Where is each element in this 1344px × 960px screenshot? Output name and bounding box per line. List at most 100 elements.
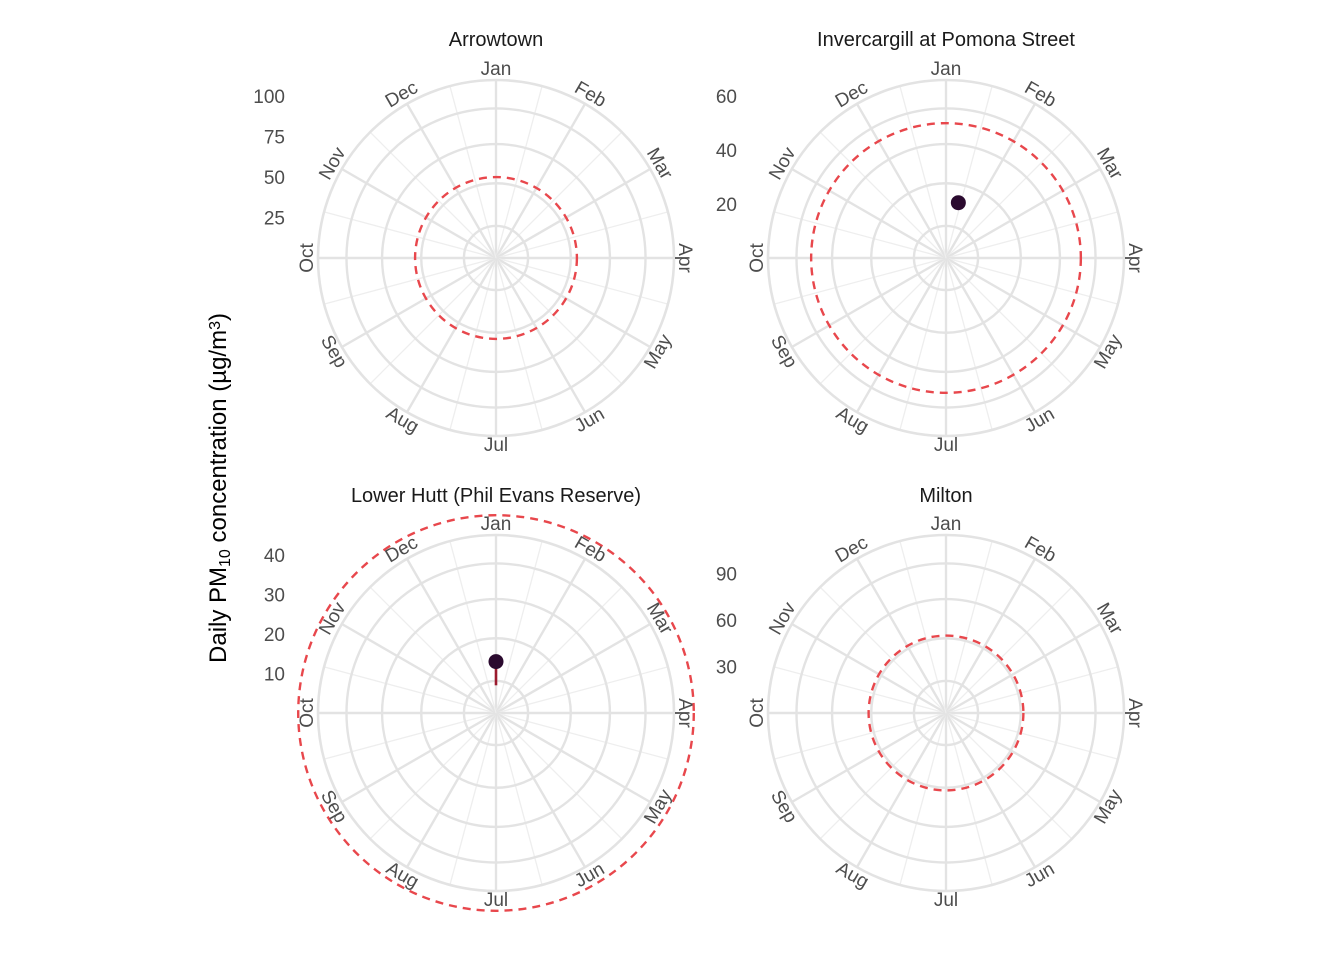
panel-title: Arrowtown <box>449 29 543 51</box>
month-label: Sep <box>316 332 351 372</box>
minor-spoke <box>899 712 947 886</box>
outer-circle <box>766 533 1126 893</box>
month-label: May <box>640 331 676 373</box>
panel-4: Milton306090JanFebMarAprMayJunJulAugSepO… <box>716 485 1145 911</box>
minor-spoke <box>449 540 497 714</box>
month-spoke <box>405 558 498 714</box>
r-tick-label: 40 <box>264 546 285 567</box>
minor-spoke <box>323 712 497 760</box>
month-spoke <box>945 167 1101 260</box>
minor-spoke <box>945 257 993 431</box>
minor-spoke <box>495 257 543 431</box>
month-label: Oct <box>747 243 768 273</box>
grid-circle <box>795 562 1097 864</box>
r-tick-label: 20 <box>264 625 285 646</box>
minor-spoke <box>945 257 1119 305</box>
minor-spoke <box>773 712 947 760</box>
minor-spoke <box>449 712 497 886</box>
r-tick-label: 40 <box>716 141 737 162</box>
minor-spoke <box>495 257 669 305</box>
month-spoke <box>855 558 948 714</box>
grid-circle <box>830 597 1062 829</box>
month-label: May <box>1090 331 1126 373</box>
month-spoke <box>494 103 587 259</box>
guideline-circle <box>809 121 1083 395</box>
month-label: Oct <box>297 243 318 273</box>
y-axis-title-superscript: 3 <box>207 321 224 330</box>
month-spoke <box>494 558 587 714</box>
y-axis-title-subscript: 10 <box>217 549 234 567</box>
outer-circle <box>766 78 1126 438</box>
minor-spoke <box>323 257 497 305</box>
month-spoke <box>341 711 497 804</box>
panel-3: Lower Hutt (Phil Evans Reserve) 10 20 30 40 J… <box>264 485 695 912</box>
panel-1: Arrowtown255075100JanFebMarAprMayJunJulA… <box>253 29 695 456</box>
grid-circle <box>380 597 612 829</box>
r-tick-label: 60 <box>716 87 737 108</box>
month-label: Feb <box>1021 532 1060 567</box>
month-spoke <box>855 103 948 259</box>
minor-spoke <box>945 85 993 259</box>
month-label: Jul <box>934 435 958 456</box>
month-spoke <box>341 167 497 260</box>
grid-circle <box>345 562 647 864</box>
month-spoke <box>341 622 497 715</box>
grid-circle <box>795 107 1097 409</box>
month-spoke <box>855 257 948 413</box>
minor-spoke <box>945 712 1119 760</box>
month-label: Jun <box>571 859 608 893</box>
month-label: Oct <box>297 698 318 728</box>
guideline-circle <box>297 514 695 912</box>
grid-circle <box>420 182 572 334</box>
panel-title: Lower Hutt (Phil Evans Reserve) <box>351 485 641 507</box>
grid-circle <box>462 224 530 292</box>
guideline-circle <box>867 634 1025 792</box>
minor-spoke <box>945 540 993 714</box>
grid-circle <box>870 637 1022 789</box>
minor-spoke <box>449 257 497 431</box>
month-label: Apr <box>1124 698 1145 728</box>
month-spoke <box>945 711 1101 804</box>
panel-title: Milton <box>919 485 972 507</box>
month-label: Apr <box>674 698 695 728</box>
minor-spoke <box>449 85 497 259</box>
month-label: Feb <box>1021 77 1060 112</box>
month-spoke <box>791 256 947 349</box>
minor-spoke <box>945 666 1119 714</box>
month-spoke <box>944 103 1037 259</box>
r-tick-label: 90 <box>716 565 737 586</box>
month-label: Feb <box>571 77 610 112</box>
month-label: May <box>640 786 676 828</box>
minor-spoke <box>945 712 993 886</box>
y-axis-title-prefix: Daily PM <box>205 567 232 663</box>
minor-spoke <box>323 211 497 259</box>
month-label: Jul <box>934 890 958 911</box>
month-label: Jun <box>1021 859 1058 893</box>
month-spoke <box>791 622 947 715</box>
minor-spoke <box>495 85 543 259</box>
minor-spoke <box>899 257 947 431</box>
panel-2: Invercargill at Pomona Street 20 40 60 Jan Fe… <box>716 29 1145 456</box>
data-point <box>488 654 504 670</box>
month-spoke <box>494 257 587 413</box>
month-label: May <box>1090 786 1126 828</box>
month-spoke <box>495 622 651 715</box>
minor-spoke <box>495 666 669 714</box>
month-spoke <box>405 257 498 413</box>
month-label: Oct <box>747 698 768 728</box>
minor-spoke <box>899 540 947 714</box>
month-spoke <box>945 256 1101 349</box>
r-tick-label: 50 <box>264 168 285 189</box>
month-label: Jun <box>571 404 608 438</box>
month-label: Jul <box>484 890 508 911</box>
outer-circle <box>316 78 676 438</box>
month-label: Aug <box>382 403 422 438</box>
month-spoke <box>944 712 1037 868</box>
grid-circle <box>870 182 1022 334</box>
y-axis-title: Daily PM10 concentration (µg/m3) <box>205 313 234 663</box>
minor-spoke <box>495 211 669 259</box>
r-tick-label: 25 <box>264 209 285 230</box>
month-label: Jan <box>481 59 512 80</box>
minor-spoke <box>495 712 543 886</box>
